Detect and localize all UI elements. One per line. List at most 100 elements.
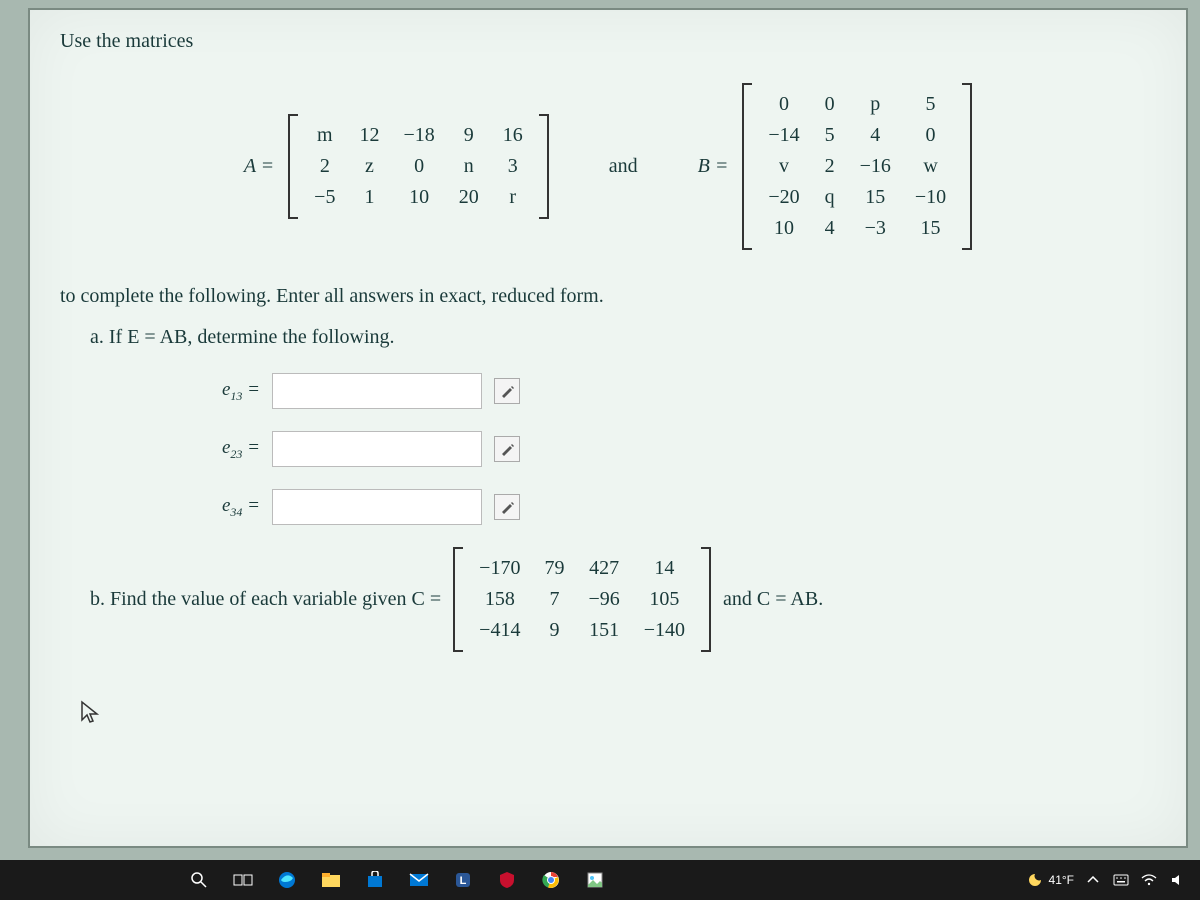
cell: 3 [491, 151, 535, 182]
part-a-text: a. If E = AB, determine the following. [90, 326, 1156, 349]
cell: p [848, 89, 903, 120]
chrome-icon[interactable] [530, 860, 572, 900]
cell: 0 [812, 89, 848, 120]
cell: −16 [848, 151, 903, 182]
cell: −140 [632, 615, 697, 646]
cell: 7 [532, 584, 576, 615]
instruction-text: to complete the following. Enter all ans… [60, 285, 1156, 308]
label-e13: e13 = [200, 379, 260, 404]
bracket-left [742, 83, 752, 250]
cell: 4 [812, 213, 848, 244]
cell: 79 [532, 553, 576, 584]
cell: 105 [632, 584, 697, 615]
answer-inputs: e13 = e23 = e34 = [200, 373, 1156, 525]
part-b: b. Find the value of each variable given… [90, 547, 1156, 652]
cell: 427 [576, 553, 631, 584]
matrix-b-label: B = [698, 155, 729, 178]
matrix-b: 0 0 p 5 −14 5 4 0 v 2 −16 w −20 q [742, 83, 972, 250]
cell: 20 [447, 182, 491, 213]
bracket-left [453, 547, 463, 652]
cell: −96 [576, 584, 631, 615]
cell: 158 [467, 584, 532, 615]
paint-icon[interactable] [574, 860, 616, 900]
cell: −20 [756, 182, 811, 213]
cell: 2 [302, 151, 347, 182]
input-e34[interactable] [272, 489, 482, 525]
taskbar-left: L [178, 860, 616, 900]
cell: w [903, 151, 958, 182]
cell: −5 [302, 182, 347, 213]
taskbar-right: 41°F [1027, 871, 1192, 889]
matrix-a: m 12 −18 9 16 2 z 0 n 3 −5 1 10 20 [288, 114, 549, 219]
bracket-right [539, 114, 549, 219]
search-icon[interactable] [178, 860, 220, 900]
wifi-icon[interactable] [1140, 871, 1158, 889]
content-window: Use the matrices A = m 12 −18 9 16 2 z 0 [28, 8, 1188, 848]
store-icon[interactable] [354, 860, 396, 900]
cell: v [756, 151, 811, 182]
cell: n [447, 151, 491, 182]
security-icon[interactable] [486, 860, 528, 900]
matrix-c: −170 79 427 14 158 7 −96 105 −414 9 151 … [453, 547, 711, 652]
matrix-a-cells: m 12 −18 9 16 2 z 0 n 3 −5 1 10 20 [298, 114, 539, 219]
matrix-b-group: B = 0 0 p 5 −14 5 4 0 v 2 −16 [698, 83, 973, 250]
cell: 12 [347, 120, 391, 151]
app-icon[interactable]: L [442, 860, 484, 900]
cell: 5 [903, 89, 958, 120]
cell: 9 [532, 615, 576, 646]
cell: 15 [848, 182, 903, 213]
input-e23[interactable] [272, 431, 482, 467]
cursor-icon [80, 700, 100, 731]
volume-icon[interactable] [1168, 871, 1186, 889]
cell: 9 [447, 120, 491, 151]
label-e34: e34 = [200, 495, 260, 520]
cell: 0 [756, 89, 811, 120]
cell: m [302, 120, 347, 151]
cell: 5 [812, 120, 848, 151]
matrix-a-group: A = m 12 −18 9 16 2 z 0 n 3 −5 [244, 114, 549, 219]
cell: q [812, 182, 848, 213]
edge-icon[interactable] [266, 860, 308, 900]
and-text: and [609, 155, 638, 178]
cell: 151 [576, 615, 631, 646]
part-b-prefix: b. Find the value of each variable given… [90, 588, 441, 611]
input-row-e34: e34 = [200, 489, 1156, 525]
cell: 2 [812, 151, 848, 182]
cell: 16 [491, 120, 535, 151]
cell: 14 [632, 553, 697, 584]
cell: −10 [903, 182, 958, 213]
cell: 1 [347, 182, 391, 213]
input-row-e13: e13 = [200, 373, 1156, 409]
svg-text:L: L [460, 875, 467, 887]
cell: −18 [391, 120, 446, 151]
question-content: Use the matrices A = m 12 −18 9 16 2 z 0 [30, 10, 1186, 672]
matrix-c-cells: −170 79 427 14 158 7 −96 105 −414 9 151 … [463, 547, 701, 652]
chevron-up-icon[interactable] [1084, 871, 1102, 889]
cell: −3 [848, 213, 903, 244]
cell: −414 [467, 615, 532, 646]
label-e23: e23 = [200, 437, 260, 462]
cell: 0 [391, 151, 446, 182]
cell: −170 [467, 553, 532, 584]
taskview-icon[interactable] [222, 860, 264, 900]
weather-widget[interactable]: 41°F [1027, 872, 1074, 888]
bracket-left [288, 114, 298, 219]
cell: 15 [903, 213, 958, 244]
keyboard-icon[interactable] [1112, 871, 1130, 889]
formula-editor-button[interactable] [494, 436, 520, 462]
taskbar: L 41°F [0, 860, 1200, 900]
matrix-a-label: A = [244, 155, 274, 178]
cell: 4 [848, 120, 903, 151]
cell: 0 [903, 120, 958, 151]
input-e13[interactable] [272, 373, 482, 409]
bracket-right [701, 547, 711, 652]
matrices-row: A = m 12 −18 9 16 2 z 0 n 3 −5 [60, 83, 1156, 250]
cell: −14 [756, 120, 811, 151]
cell: r [491, 182, 535, 213]
explorer-icon[interactable] [310, 860, 352, 900]
part-b-suffix: and C = AB. [723, 588, 823, 611]
weather-temp: 41°F [1049, 873, 1074, 887]
mail-icon[interactable] [398, 860, 440, 900]
formula-editor-button[interactable] [494, 494, 520, 520]
formula-editor-button[interactable] [494, 378, 520, 404]
